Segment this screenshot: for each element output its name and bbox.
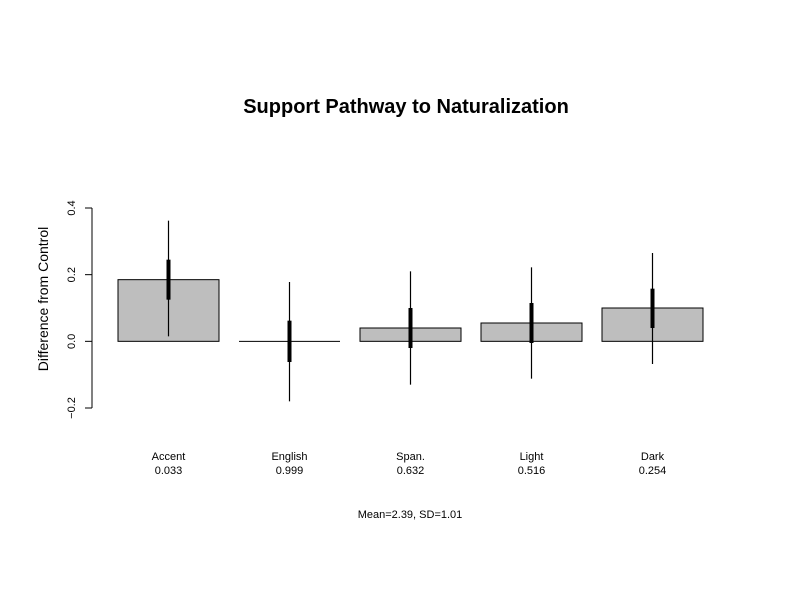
y-tick-label: −0.2: [66, 397, 78, 419]
y-tick-label: 0.0: [66, 334, 78, 349]
p-value-label: 0.632: [397, 465, 425, 477]
category-label: English: [271, 451, 307, 463]
y-axis-label: Difference from Control: [35, 227, 51, 371]
error-bars: [166, 220, 655, 402]
category-labels: Accent 0.033 English 0.999 Span. 0.632 Light 0.…: [152, 451, 667, 477]
y-ticks: −0.2 0.0 0.2 0.4: [66, 200, 92, 419]
category-label: Light: [520, 451, 544, 463]
p-value-label: 0.516: [518, 465, 546, 477]
p-value-label: 0.999: [276, 465, 304, 477]
p-value-label: 0.033: [155, 465, 183, 477]
y-tick-label: 0.2: [66, 267, 78, 282]
chart-title: Support Pathway to Naturalization: [243, 96, 569, 118]
y-tick-label: 0.4: [66, 200, 78, 215]
summary-note: Mean=2.39, SD=1.01: [358, 509, 463, 521]
category-label: Dark: [641, 451, 665, 463]
category-label: Span.: [396, 451, 425, 463]
p-value-label: 0.254: [639, 465, 667, 477]
category-label: Accent: [152, 451, 186, 463]
